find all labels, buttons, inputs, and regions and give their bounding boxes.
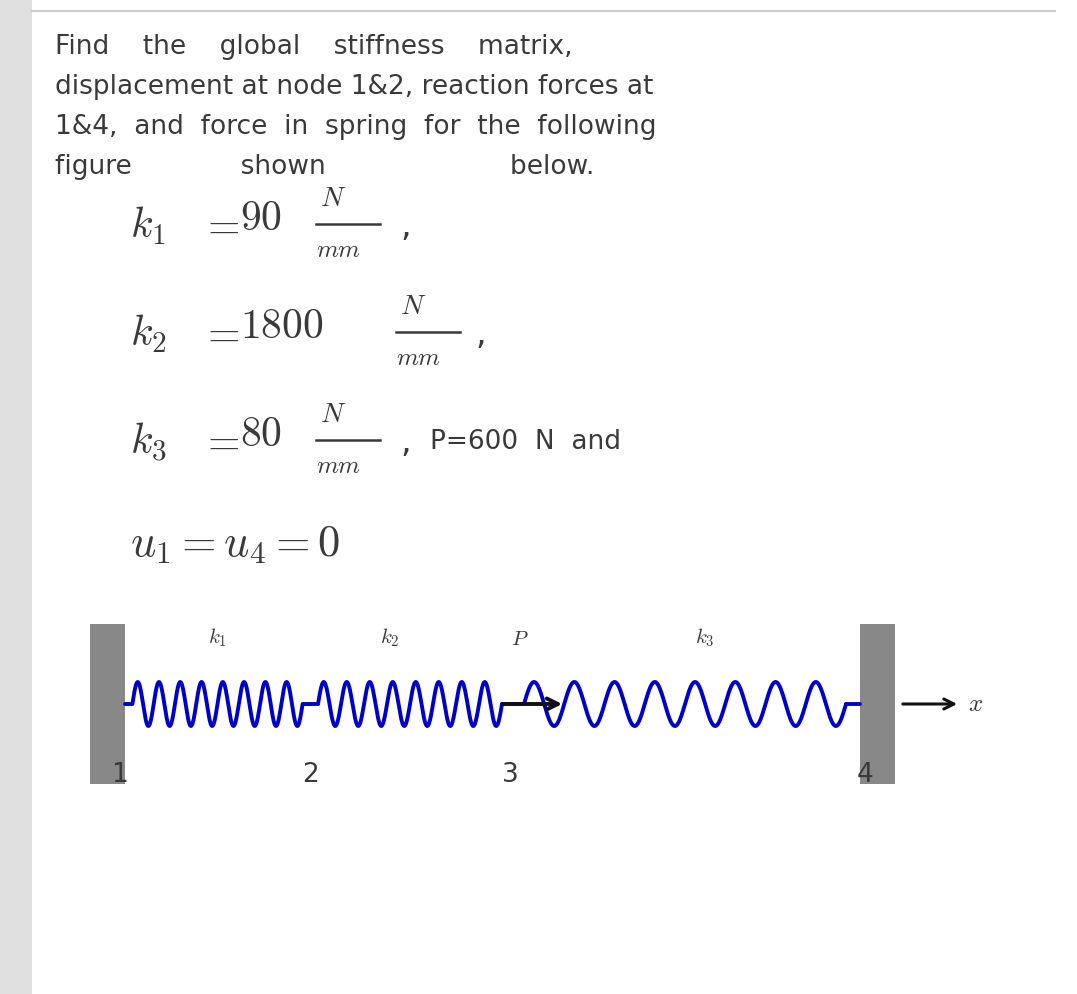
Text: $k_3$: $k_3$ — [130, 420, 167, 463]
Text: $N$: $N$ — [320, 184, 347, 212]
Text: $k_1$: $k_1$ — [208, 626, 227, 649]
Text: $k_2$: $k_2$ — [380, 626, 400, 649]
Text: $k_1$: $k_1$ — [130, 205, 166, 248]
Text: $90$: $90$ — [240, 197, 282, 239]
Text: $mm$: $mm$ — [316, 238, 361, 262]
Text: 1&4,  and  force  in  spring  for  the  following: 1&4, and force in spring for the followi… — [55, 114, 657, 140]
Text: $k_3$: $k_3$ — [696, 626, 715, 649]
Text: Find    the    global    stiffness    matrix,: Find the global stiffness matrix, — [55, 34, 573, 60]
Bar — [90, 624, 125, 784]
Text: $N$: $N$ — [400, 292, 426, 320]
Text: $80$: $80$ — [240, 413, 282, 455]
Text: ,: , — [400, 425, 410, 458]
Text: $P$: $P$ — [512, 629, 529, 649]
Text: $mm$: $mm$ — [316, 454, 361, 478]
Text: displacement at node 1&2, reaction forces at: displacement at node 1&2, reaction force… — [55, 74, 654, 100]
Text: $=$: $=$ — [200, 205, 239, 247]
Text: figure             shown                      below.: figure shown below. — [55, 154, 595, 180]
Text: P=600  N  and: P=600 N and — [430, 429, 621, 455]
Bar — [861, 624, 895, 784]
Text: 1: 1 — [112, 762, 128, 788]
Text: $k_2$: $k_2$ — [130, 313, 167, 355]
Text: $=$: $=$ — [200, 421, 239, 463]
Text: ,: , — [475, 317, 486, 351]
Text: $x$: $x$ — [968, 692, 983, 716]
Text: $1800$: $1800$ — [240, 305, 324, 347]
Text: $mm$: $mm$ — [396, 346, 442, 370]
Text: 4: 4 — [856, 762, 873, 788]
Text: 2: 2 — [302, 762, 319, 788]
Text: $N$: $N$ — [320, 400, 347, 428]
Text: $=$: $=$ — [200, 313, 239, 355]
Text: 3: 3 — [502, 762, 518, 788]
Text: $u_1=u_4=0$: $u_1=u_4=0$ — [130, 523, 340, 566]
Text: ,: , — [400, 210, 410, 243]
